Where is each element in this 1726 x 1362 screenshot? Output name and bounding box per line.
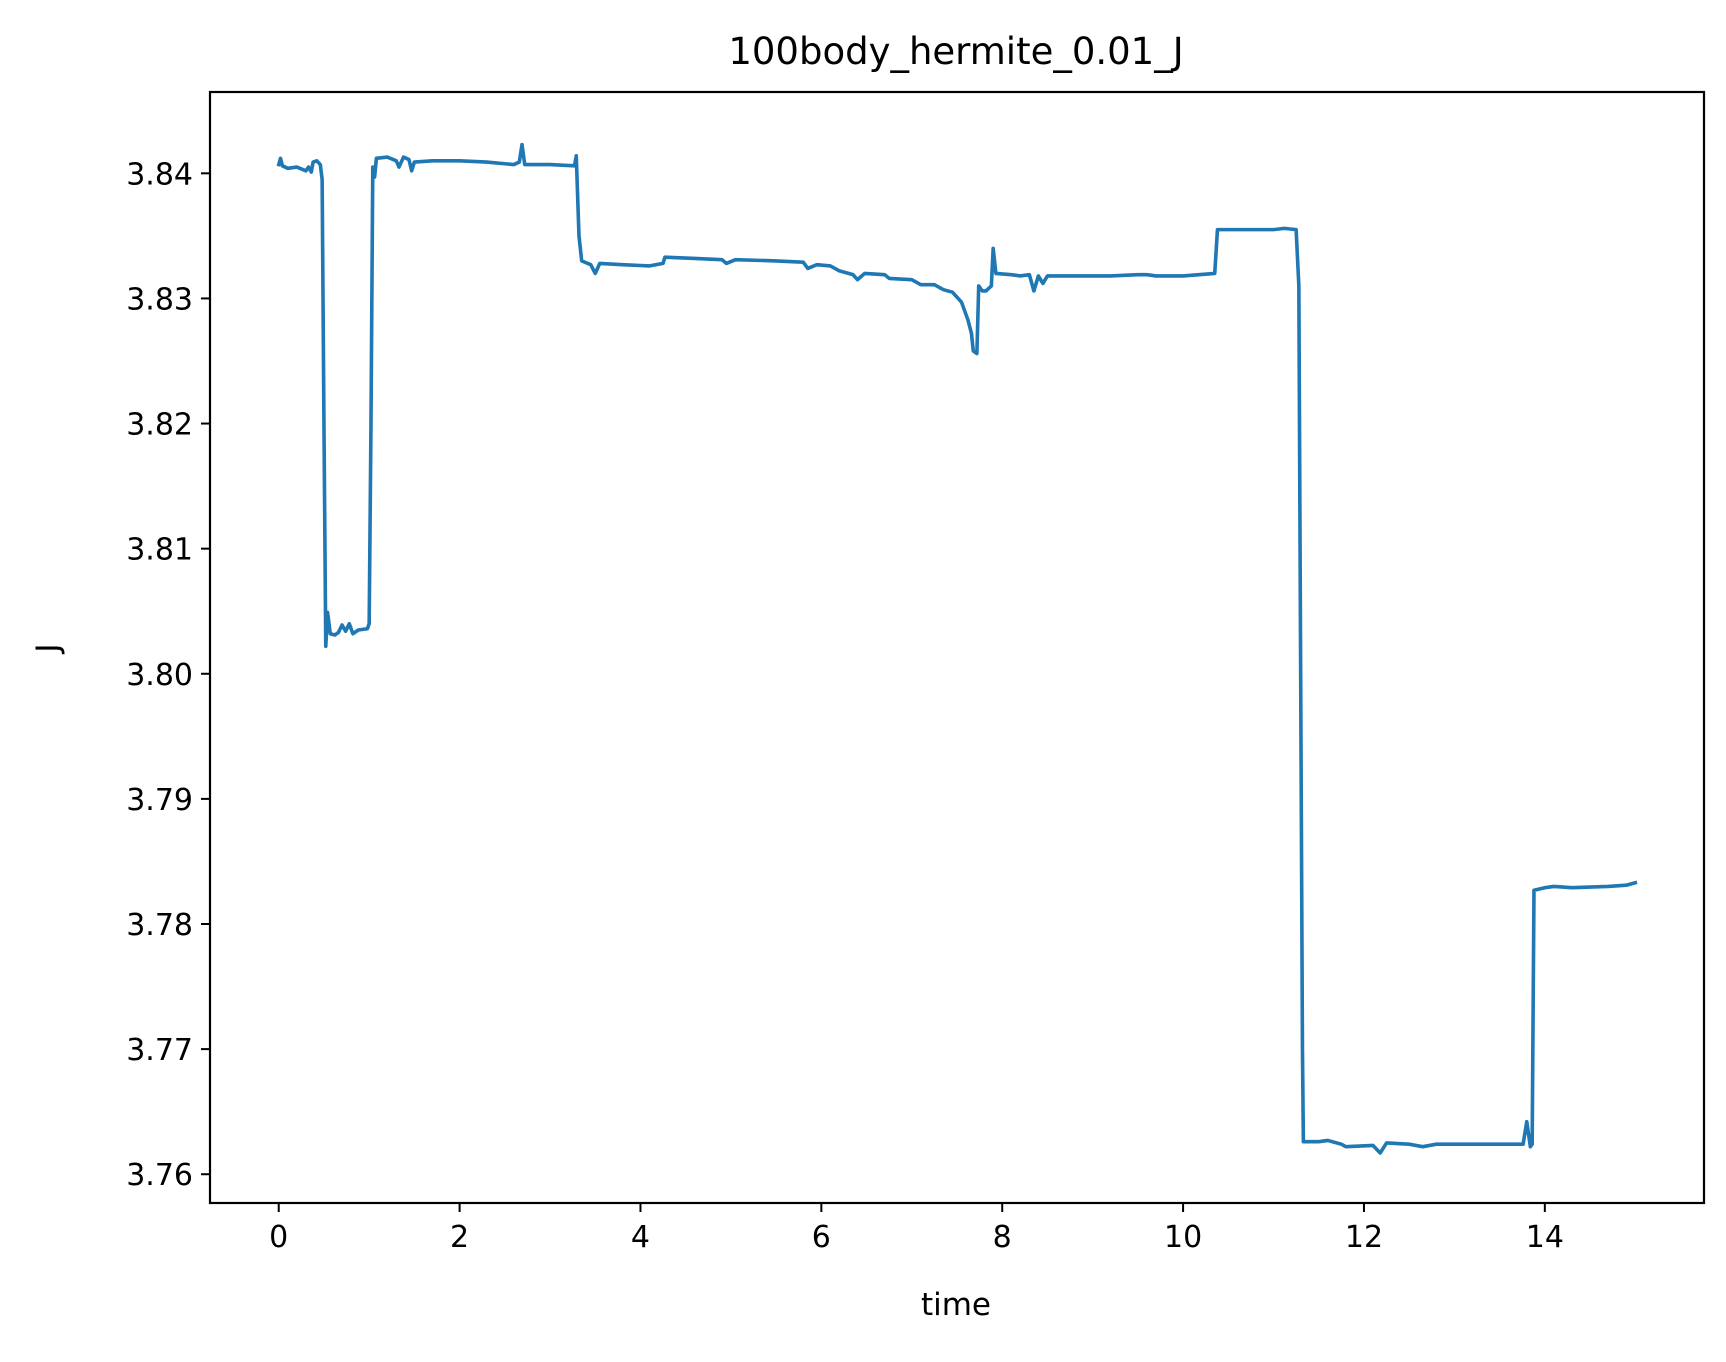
chart-title: 100body_hermite_0.01_J [728,30,1183,73]
series-line-0 [276,142,1638,1155]
y-tick-label: 3.80 [126,658,193,693]
y-axis: 3.76 3.77 3.78 3.79 3.80 3.81 3.82 3.83 3.84 [126,157,210,1193]
plot-area: 0 2 4 6 8 10 12 14 3.76 3.77 3.78 3.79 3.80 3.81 3.82… [126,90,1706,1255]
x-axis: 0 2 4 6 8 10 12 14 [269,1203,1564,1255]
y-tick-label: 3.84 [126,157,193,192]
y-tick-label: 3.78 [126,908,193,943]
x-tick-label: 10 [1164,1220,1202,1255]
y-tick-label: 3.82 [126,408,193,443]
y-tick-label: 3.76 [126,1158,193,1193]
x-tick-label: 12 [1345,1220,1383,1255]
y-tick-label: 3.81 [126,533,193,568]
x-axis-label: time [921,1287,991,1323]
x-tick-label: 14 [1526,1220,1564,1255]
x-tick-label: 8 [993,1220,1012,1255]
x-tick-label: 2 [450,1220,469,1255]
x-tick-label: 6 [812,1220,831,1255]
x-tick-label: 0 [269,1220,288,1255]
series-layer [276,142,1638,1155]
y-tick-label: 3.77 [126,1033,193,1068]
y-tick-label: 3.83 [126,282,193,317]
axes-frame [208,90,1706,1205]
x-tick-label: 4 [631,1220,650,1255]
y-tick-label: 3.79 [126,783,193,818]
y-axis-label: J [30,643,66,654]
